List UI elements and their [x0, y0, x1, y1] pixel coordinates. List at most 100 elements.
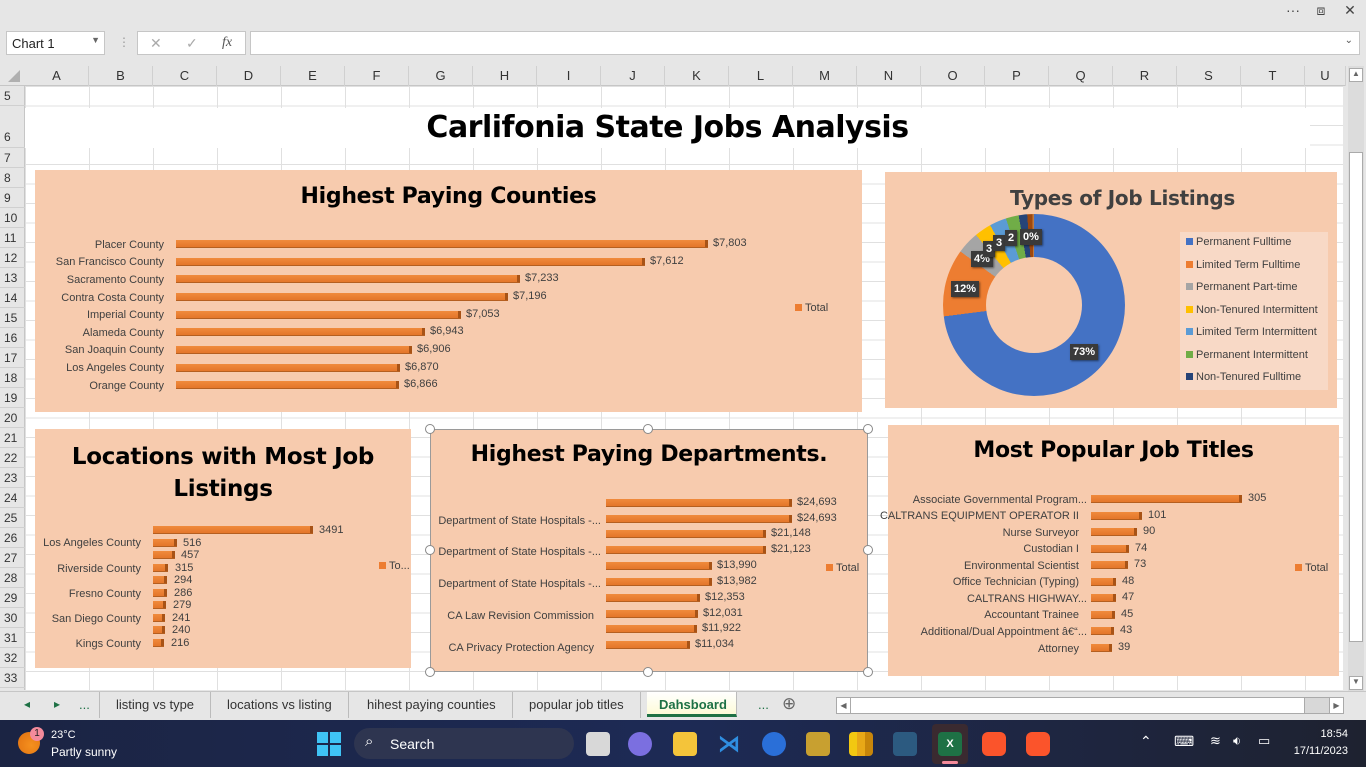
- row-header[interactable]: 20: [0, 408, 25, 428]
- row-header[interactable]: 8: [0, 168, 25, 188]
- scroll-up-button[interactable]: ▲: [1349, 68, 1363, 82]
- tab-hihest-paying-counties[interactable]: hihest paying counties: [351, 692, 513, 718]
- mysql-workbench-icon[interactable]: [893, 732, 917, 756]
- vscode-icon[interactable]: ⋊: [718, 731, 740, 756]
- taskbar-search[interactable]: ⌕ Search: [354, 728, 574, 759]
- add-sheet-button[interactable]: ⊕: [782, 694, 797, 713]
- vertical-scrollbar[interactable]: ▲ ▼: [1348, 66, 1364, 691]
- bar[interactable]: [176, 240, 708, 247]
- excel-icon[interactable]: X: [938, 732, 962, 756]
- bar[interactable]: [606, 625, 697, 632]
- column-header[interactable]: J: [601, 66, 665, 86]
- bar[interactable]: [153, 589, 167, 596]
- bar[interactable]: [1091, 594, 1116, 601]
- row-header[interactable]: 24: [0, 488, 25, 508]
- row-header[interactable]: 23: [0, 468, 25, 488]
- confirm-icon[interactable]: ✓: [186, 35, 198, 51]
- bar[interactable]: [606, 530, 766, 537]
- formula-input[interactable]: ⌄: [250, 31, 1360, 55]
- resize-handle[interactable]: [643, 424, 653, 434]
- resize-handle[interactable]: [643, 667, 653, 677]
- volume-icon[interactable]: 🔉︎: [1233, 733, 1242, 748]
- bar[interactable]: [153, 601, 166, 608]
- column-header[interactable]: E: [281, 66, 345, 86]
- tab-dahsboard[interactable]: Dahsboard: [647, 692, 737, 717]
- bar[interactable]: [606, 610, 698, 617]
- bar[interactable]: [606, 499, 792, 506]
- windows-start-icon[interactable]: [317, 732, 341, 756]
- bar[interactable]: [1091, 611, 1115, 618]
- task-view-icon[interactable]: [586, 732, 610, 756]
- column-header[interactable]: B: [89, 66, 153, 86]
- row-header[interactable]: 13: [0, 268, 25, 288]
- bar[interactable]: [176, 293, 508, 300]
- expand-formula-icon[interactable]: ⌄: [1344, 35, 1353, 46]
- column-header[interactable]: I: [537, 66, 601, 86]
- tab-scroll-right-icon[interactable]: ▸: [54, 697, 61, 711]
- tab-listing-vs-type[interactable]: listing vs type: [99, 692, 212, 718]
- bar[interactable]: [153, 539, 177, 546]
- resize-handle[interactable]: [863, 424, 873, 434]
- row-header[interactable]: 11: [0, 228, 25, 248]
- chart-highest-paying-departments[interactable]: Highest Paying Departments. Department o…: [430, 429, 868, 672]
- bar[interactable]: [153, 626, 165, 633]
- column-header[interactable]: M: [793, 66, 857, 86]
- row-header[interactable]: 31: [0, 628, 25, 648]
- row-header[interactable]: 25: [0, 508, 25, 528]
- restore-window-button[interactable]: ⧈: [1316, 2, 1326, 18]
- column-header[interactable]: A: [25, 66, 89, 86]
- db-tool-icon[interactable]: [806, 732, 830, 756]
- scroll-down-button[interactable]: ▼: [1349, 676, 1363, 690]
- powerbi-icon[interactable]: [849, 732, 873, 756]
- column-header[interactable]: K: [665, 66, 729, 86]
- row-header[interactable]: 9: [0, 188, 25, 208]
- tabs-more-left[interactable]: ...: [79, 697, 90, 712]
- bar[interactable]: [176, 328, 425, 335]
- bar[interactable]: [176, 311, 461, 318]
- row-header[interactable]: 14: [0, 288, 25, 308]
- bar[interactable]: [606, 594, 700, 601]
- close-window-button[interactable]: ✕: [1344, 2, 1356, 18]
- battery-icon[interactable]: ▭: [1258, 733, 1271, 748]
- clock-time[interactable]: 18:54: [1320, 728, 1348, 740]
- scroll-left-button[interactable]: ◀: [837, 698, 851, 713]
- bar[interactable]: [1091, 578, 1116, 585]
- bar[interactable]: [153, 564, 168, 571]
- column-header[interactable]: S: [1177, 66, 1241, 86]
- chevron-up-icon[interactable]: ⌃: [1140, 733, 1152, 749]
- column-header[interactable]: U: [1305, 66, 1346, 86]
- chart-most-popular-job-titles[interactable]: Most Popular Job Titles Associate Govern…: [880, 425, 1339, 676]
- row-header[interactable]: 32: [0, 648, 25, 668]
- bar[interactable]: [153, 526, 313, 533]
- vpn-lock-icon[interactable]: [762, 732, 786, 756]
- bar[interactable]: [176, 346, 412, 353]
- select-all-button[interactable]: [8, 70, 20, 82]
- row-header[interactable]: 7: [0, 148, 25, 168]
- bar[interactable]: [606, 641, 690, 648]
- bar[interactable]: [606, 578, 712, 585]
- column-header[interactable]: Q: [1049, 66, 1113, 86]
- row-header[interactable]: 10: [0, 208, 25, 228]
- insert-function-icon[interactable]: fx: [222, 35, 233, 50]
- horizontal-scrollbar[interactable]: ◀ ▶: [836, 697, 1344, 714]
- weather-desc[interactable]: Partly sunny: [51, 745, 118, 759]
- bar[interactable]: [1091, 495, 1242, 502]
- bar[interactable]: [176, 258, 645, 265]
- bar[interactable]: [153, 576, 167, 583]
- chart-highest-paying-counties[interactable]: Highest Paying Counties Placer County Sa…: [35, 170, 862, 412]
- column-header[interactable]: O: [921, 66, 985, 86]
- row-header[interactable]: 27: [0, 548, 25, 568]
- row-header[interactable]: 28: [0, 568, 25, 588]
- bar[interactable]: [1091, 528, 1137, 535]
- column-header[interactable]: H: [473, 66, 537, 86]
- drag-handle-icon[interactable]: ⋮: [118, 35, 130, 49]
- row-header[interactable]: 19: [0, 388, 25, 408]
- scroll-thumb[interactable]: [851, 698, 1305, 713]
- bar[interactable]: [153, 551, 175, 558]
- column-header[interactable]: R: [1113, 66, 1177, 86]
- row-header[interactable]: 30: [0, 608, 25, 628]
- chevron-down-icon[interactable]: ▼: [91, 35, 100, 45]
- wifi-icon[interactable]: ≋: [1210, 733, 1221, 748]
- weather-temp[interactable]: 23°C: [51, 729, 76, 741]
- bar[interactable]: [176, 381, 399, 388]
